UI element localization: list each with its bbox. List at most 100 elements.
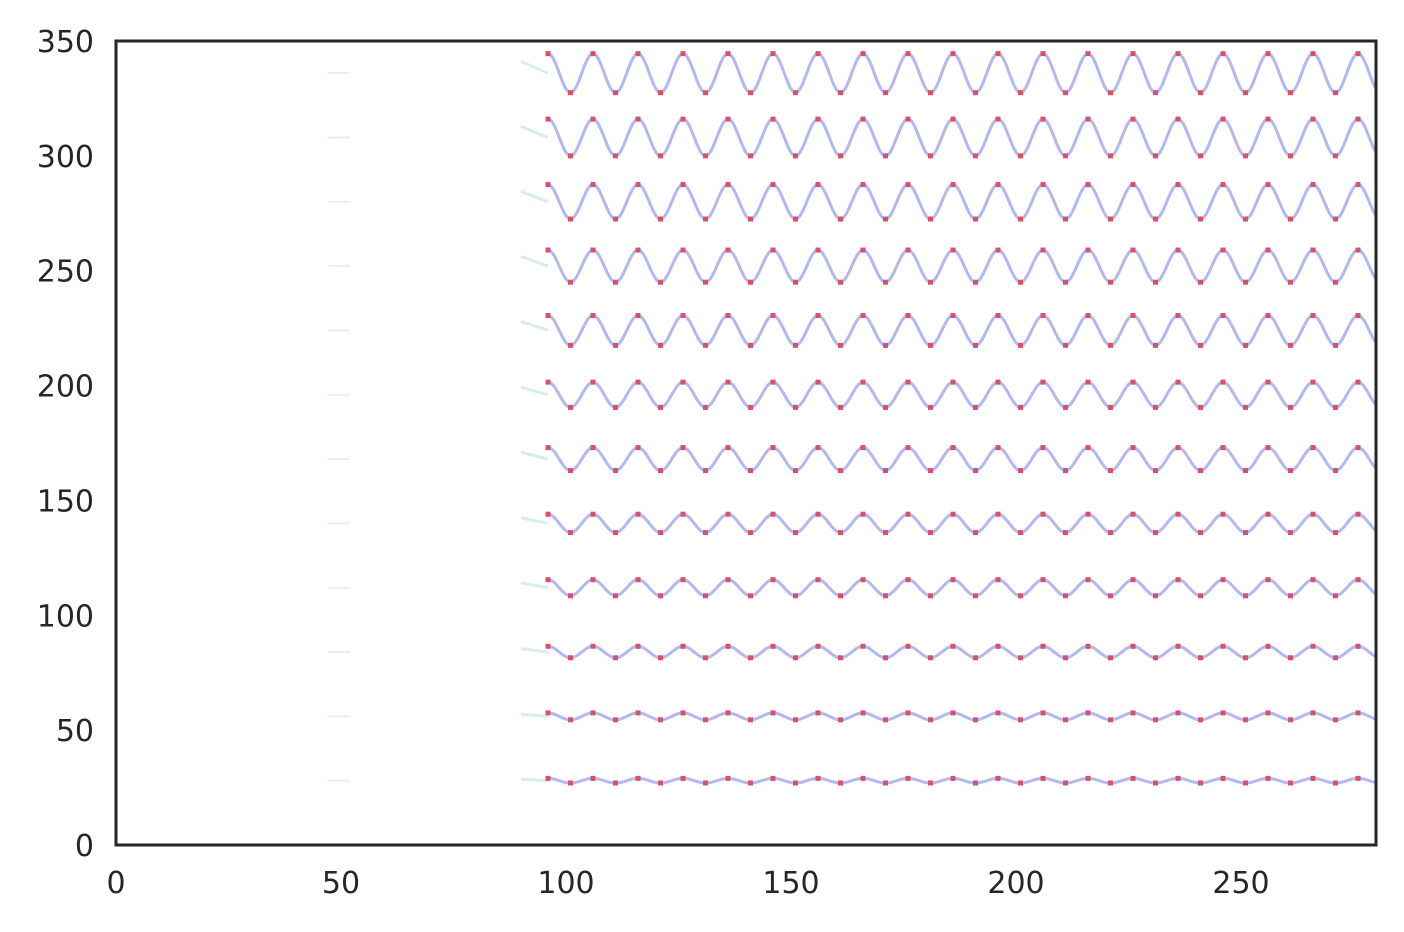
peak-marker (568, 342, 573, 348)
peak-marker (1175, 116, 1181, 122)
peak-marker (703, 593, 708, 599)
peak-marker (928, 153, 933, 159)
peak-marker (613, 404, 618, 410)
peak-marker (1198, 593, 1203, 599)
peak-marker (1333, 153, 1338, 159)
x-tick-label: 150 (762, 866, 819, 901)
peak-marker (1040, 313, 1046, 319)
peak-marker (590, 116, 596, 122)
peak-marker (1175, 313, 1181, 319)
peak-marker (545, 51, 551, 57)
peak-marker (1198, 279, 1203, 285)
peak-marker (1220, 313, 1226, 319)
peak-marker (815, 710, 821, 716)
peak-marker (860, 577, 866, 583)
peak-marker (680, 710, 686, 716)
peak-marker (973, 655, 978, 661)
peak-marker (950, 51, 956, 57)
peak-marker (1198, 655, 1203, 661)
peak-marker (1333, 593, 1338, 599)
peak-marker (1288, 153, 1293, 159)
peak-marker (838, 153, 843, 159)
peak-marker (680, 313, 686, 319)
peak-marker (1085, 247, 1091, 253)
peak-marker (883, 593, 888, 599)
peak-marker (1265, 116, 1271, 122)
peak-marker (883, 530, 888, 536)
peak-marker (680, 445, 686, 451)
peak-marker (568, 780, 573, 786)
peak-marker (658, 780, 663, 786)
peak-marker (748, 717, 753, 723)
peak-marker (950, 643, 956, 649)
peak-marker (1220, 379, 1226, 385)
peak-marker (838, 90, 843, 96)
peak-marker (1018, 279, 1023, 285)
peak-marker (1108, 216, 1113, 222)
peak-marker (1265, 577, 1271, 583)
peak-marker (1175, 247, 1181, 253)
peak-marker (1198, 780, 1203, 786)
peak-marker (973, 593, 978, 599)
peak-marker (995, 182, 1001, 188)
peak-marker (703, 216, 708, 222)
peak-marker (838, 342, 843, 348)
peak-marker (995, 313, 1001, 319)
peak-marker (568, 717, 573, 723)
peak-marker (950, 710, 956, 716)
peak-marker (635, 182, 641, 188)
peak-marker (1108, 279, 1113, 285)
peak-marker (860, 643, 866, 649)
peak-marker (1108, 90, 1113, 96)
peak-marker (748, 593, 753, 599)
peak-marker (1355, 775, 1361, 781)
peak-marker (770, 445, 776, 451)
peak-marker (703, 404, 708, 410)
peak-marker (1355, 577, 1361, 583)
faint-trace (520, 581, 549, 590)
peak-marker (995, 51, 1001, 57)
peak-marker (815, 577, 821, 583)
peak-marker (995, 710, 1001, 716)
peak-marker (1310, 710, 1316, 716)
peak-marker (1040, 247, 1046, 253)
peak-marker (860, 511, 866, 517)
peak-marker (658, 404, 663, 410)
peak-marker (613, 90, 618, 96)
peak-marker (1085, 313, 1091, 319)
peak-marker (703, 655, 708, 661)
peak-marker (1220, 775, 1226, 781)
peak-marker (545, 577, 551, 583)
peak-marker (950, 313, 956, 319)
peak-marker (1063, 530, 1068, 536)
peak-marker (545, 511, 551, 517)
peak-marker (658, 468, 663, 474)
peak-marker (1130, 379, 1136, 385)
peak-marker (1310, 182, 1316, 188)
peak-marker (928, 717, 933, 723)
peak-marker (860, 51, 866, 57)
peak-marker (995, 775, 1001, 781)
peak-marker (1153, 717, 1158, 723)
peak-marker (793, 530, 798, 536)
peak-marker (1243, 90, 1248, 96)
peak-marker (1265, 182, 1271, 188)
peak-marker (950, 577, 956, 583)
peak-marker (568, 153, 573, 159)
peak-marker (658, 279, 663, 285)
peak-marker (1243, 216, 1248, 222)
faint-trace (520, 385, 549, 397)
peak-marker (1108, 655, 1113, 661)
peak-marker (838, 780, 843, 786)
peak-marker (725, 710, 731, 716)
peak-marker (770, 511, 776, 517)
peak-marker (1153, 655, 1158, 661)
peak-marker (703, 153, 708, 159)
peak-marker (680, 577, 686, 583)
peak-marker (1310, 577, 1316, 583)
peak-marker (1333, 342, 1338, 348)
x-tick-label: 0 (106, 866, 125, 901)
peak-marker (1310, 775, 1316, 781)
y-tick-label: 250 (37, 255, 94, 290)
peak-marker (1243, 717, 1248, 723)
